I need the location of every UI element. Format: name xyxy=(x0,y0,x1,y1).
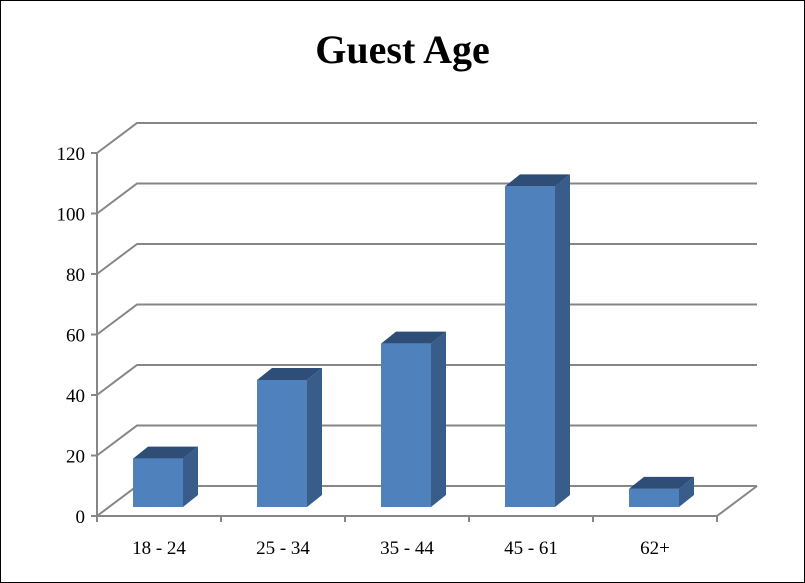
y-tick-label: 60 xyxy=(66,326,85,347)
x-category-label: 35 - 44 xyxy=(380,538,434,559)
y-tick-label: 20 xyxy=(66,447,85,468)
bar-front-face xyxy=(505,186,555,507)
y-tick-label: 0 xyxy=(76,507,86,528)
gridline xyxy=(96,243,757,275)
bar-front-face xyxy=(381,343,431,507)
bar-side-face xyxy=(679,476,694,507)
bar-side-face xyxy=(431,331,446,507)
floor-edge xyxy=(716,485,758,517)
bar-front-face xyxy=(257,379,307,507)
x-category-label: 45 - 61 xyxy=(504,538,558,559)
bar-side-face xyxy=(307,367,322,507)
x-category-label: 62+ xyxy=(640,538,670,559)
bar xyxy=(629,476,694,507)
y-tick-label: 80 xyxy=(66,265,85,286)
gridline xyxy=(96,122,757,154)
bar-top-face xyxy=(505,174,570,187)
gridline xyxy=(96,182,757,215)
bar xyxy=(381,331,446,507)
chart-title: Guest Age xyxy=(315,27,490,72)
bar-front-face xyxy=(133,458,183,507)
bar xyxy=(505,174,570,507)
x-category-label: 25 - 34 xyxy=(256,538,310,559)
x-category-label: 18 - 24 xyxy=(132,538,186,559)
bar xyxy=(133,446,198,507)
bar xyxy=(257,367,322,507)
bar-top-face xyxy=(133,446,198,459)
bar-front-face xyxy=(629,488,679,507)
bar-top-face xyxy=(381,331,446,344)
y-tick-label: 120 xyxy=(57,144,86,165)
y-tick-label: 100 xyxy=(57,205,86,226)
bar-side-face xyxy=(183,446,198,507)
y-tick-label: 40 xyxy=(66,386,85,407)
bar-top-face xyxy=(629,476,694,489)
bar-side-face xyxy=(555,174,570,507)
gridline xyxy=(96,303,757,336)
bar-top-face xyxy=(257,367,322,380)
